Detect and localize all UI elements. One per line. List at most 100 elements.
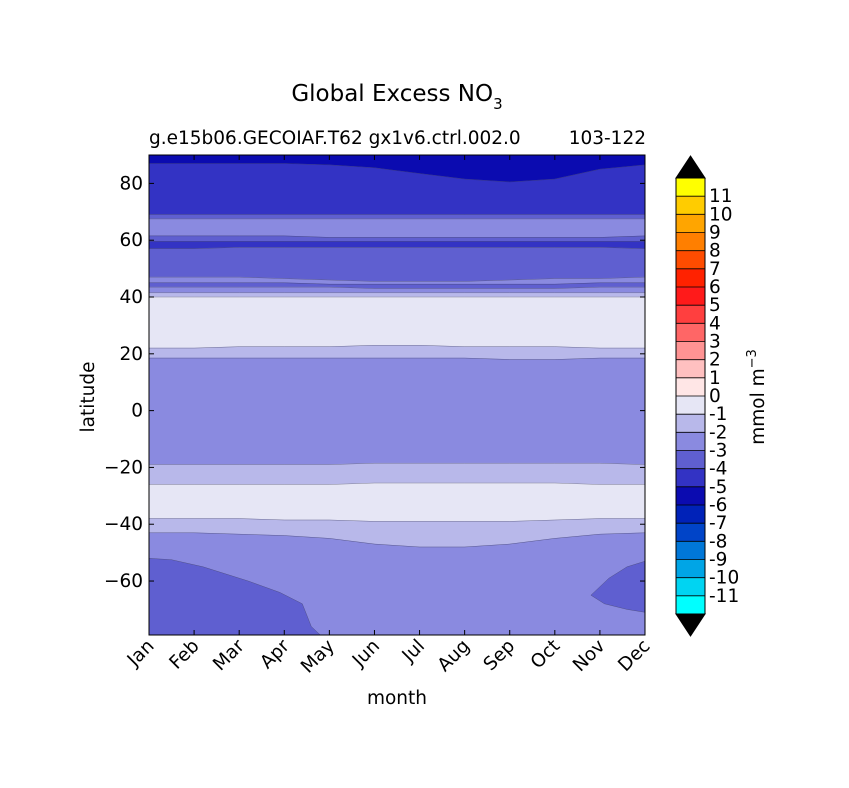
colorbar-bin — [676, 377, 705, 397]
chart-title-subscript: 3 — [493, 95, 503, 113]
y-tick-label: 80 — [119, 173, 143, 194]
chart-title: Global Excess NO3 — [291, 81, 502, 113]
contour-line — [149, 518, 645, 522]
y-tick-label: −60 — [104, 571, 143, 592]
colorbar-label: mmol m−3 — [745, 349, 769, 445]
colorbar-bin — [676, 450, 705, 470]
colorbar-bin — [676, 214, 705, 233]
contour-line — [149, 357, 645, 360]
contour-line — [149, 345, 645, 349]
colorbar-bin — [676, 396, 705, 415]
colorbar-tick-label: 7 — [709, 259, 721, 280]
x-tick-label: Sep — [480, 636, 520, 676]
contour-line — [149, 282, 645, 285]
colorbar-tick-label: -10 — [709, 568, 739, 589]
colorbar-bin — [676, 577, 705, 597]
colorbar-bin — [676, 178, 705, 197]
contour-line — [149, 235, 646, 238]
x-tick-label: Apr — [256, 635, 294, 673]
colorbar-tick-label: -5 — [709, 477, 727, 498]
colorbar-bin — [676, 268, 705, 288]
colorbar-tick-label: 8 — [709, 241, 721, 262]
x-tick-label: Aug — [434, 636, 474, 676]
contour-band — [148, 357, 646, 465]
colorbar-bin — [676, 359, 705, 379]
colorbar-bin — [676, 287, 705, 306]
contour-band — [148, 218, 646, 238]
y-tick-label: −40 — [104, 514, 143, 535]
colorbar-bin — [676, 432, 705, 451]
chart-subtitle-right: 103-122 — [569, 128, 646, 149]
colorbar-bin — [676, 250, 705, 270]
colorbar-bin — [676, 559, 705, 579]
x-tick-label: Feb — [166, 636, 204, 674]
x-tick-label: Jan — [123, 636, 159, 672]
colorbar-tick-label: -7 — [709, 513, 727, 534]
contour-fill-layer — [148, 154, 646, 636]
x-tick-label: Nov — [569, 636, 609, 676]
x-tick-label: Oct — [527, 636, 564, 673]
colorbar-bin — [676, 468, 705, 488]
colorbar-tick-label: 2 — [709, 350, 721, 371]
colorbar-extend-max — [675, 155, 706, 179]
colorbar-tick-label: 11 — [709, 186, 733, 207]
x-tick-label: Dec — [614, 636, 654, 676]
contour-line — [149, 163, 646, 183]
colorbar-tick-label: 1 — [709, 368, 721, 389]
contour-band — [148, 462, 646, 485]
contour-line — [149, 462, 646, 465]
colorbar-bin — [676, 305, 705, 324]
contour-band — [148, 482, 646, 522]
y-tick-label: −20 — [104, 457, 143, 478]
colorbar-label-main: mmol m — [748, 368, 769, 444]
colorbar-bin — [676, 341, 705, 361]
contour-line — [149, 532, 646, 548]
colorbar-tick-label: 5 — [709, 295, 721, 316]
colorbar-tick-label: -1 — [709, 404, 727, 425]
colorbar-tick-label: 9 — [709, 223, 721, 244]
colorbar-bin — [676, 541, 705, 560]
x-tick-label: May — [297, 636, 339, 678]
contour-band — [148, 292, 646, 298]
x-axis-label: month — [367, 688, 427, 709]
contour-line — [149, 286, 645, 289]
chart-subtitle-left: g.e15b06.GECOIAF.T62 gx1v6.ctrl.002.0 — [149, 128, 521, 149]
contour-band — [148, 214, 646, 220]
y-axis-label: latitude — [78, 362, 99, 433]
colorbar-tick-label: 6 — [709, 277, 721, 298]
colorbar-label-superscript: −3 — [745, 349, 760, 368]
y-tick-label: 40 — [119, 287, 143, 308]
x-tick-label: Jul — [398, 636, 429, 667]
contour-band — [148, 296, 646, 349]
colorbar-tick-label: 3 — [709, 332, 721, 353]
colorbar-tick-label: 4 — [709, 313, 721, 334]
colorbar-tick-label: -3 — [709, 441, 727, 462]
colorbar-bin — [676, 595, 705, 615]
colorbar-tick-label: -11 — [709, 586, 739, 607]
contour-band — [148, 247, 646, 282]
contour-line — [149, 247, 646, 249]
y-axis: 80 60 40 20 0 −20 −40 −60 — [104, 173, 645, 592]
colorbar-tick-label: 0 — [709, 386, 721, 407]
colorbar-tick-label: -8 — [709, 531, 727, 552]
colorbar-bin — [676, 414, 705, 433]
colorbar-bin — [676, 232, 705, 252]
plot-frame — [148, 154, 646, 636]
colorbar-tick-label: -6 — [709, 495, 727, 516]
contour-patch — [590, 560, 646, 613]
colorbar-tick-label: -2 — [709, 422, 727, 443]
colorbar-bin — [676, 486, 705, 506]
x-tick-label: Mar — [209, 635, 249, 675]
colorbar-bin — [676, 523, 705, 542]
colorbar-bin — [676, 196, 705, 215]
x-tick-label: Jun — [348, 636, 384, 672]
colorbar-extend-min — [675, 613, 706, 637]
colorbar-bin — [676, 323, 705, 342]
contour-line — [149, 482, 645, 485]
chart-title-main: Global Excess NO — [291, 81, 493, 107]
y-tick-label: 20 — [119, 344, 143, 365]
colorbar-bin — [676, 505, 705, 524]
colorbar-tick-label: -9 — [709, 550, 727, 571]
